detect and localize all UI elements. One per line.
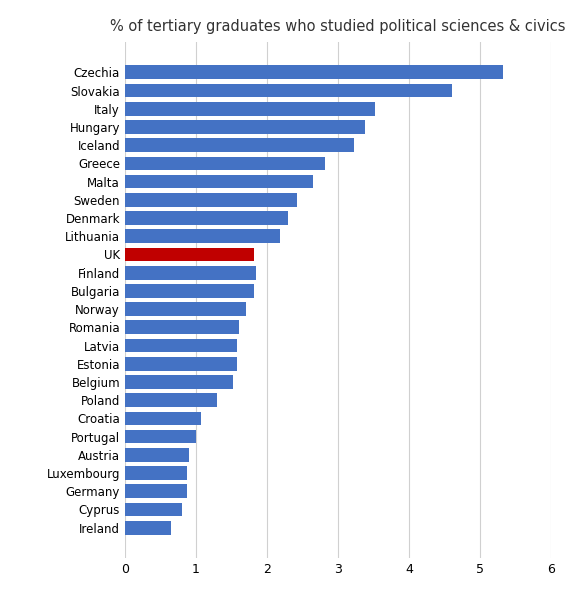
Bar <box>125 466 187 480</box>
Bar <box>125 357 237 371</box>
Bar <box>125 211 288 225</box>
Bar <box>125 302 245 316</box>
Bar <box>125 503 182 517</box>
Bar <box>125 412 201 425</box>
Bar <box>125 284 254 298</box>
Bar <box>125 521 171 535</box>
Bar <box>125 229 280 243</box>
Bar <box>125 139 353 152</box>
Bar <box>125 448 189 461</box>
Bar <box>125 102 375 116</box>
Bar <box>125 157 325 170</box>
Title: % of tertiary graduates who studied political sciences & civics: % of tertiary graduates who studied poli… <box>110 19 566 34</box>
Bar <box>125 65 503 79</box>
Bar <box>125 193 296 206</box>
Bar <box>125 120 365 134</box>
Bar <box>125 430 196 443</box>
Bar <box>125 339 237 352</box>
Bar <box>125 320 239 334</box>
Bar <box>125 175 313 188</box>
Bar <box>125 83 452 97</box>
Bar <box>125 266 256 280</box>
Bar <box>125 394 217 407</box>
Bar <box>125 484 187 498</box>
Bar <box>125 248 254 261</box>
Bar <box>125 375 233 389</box>
